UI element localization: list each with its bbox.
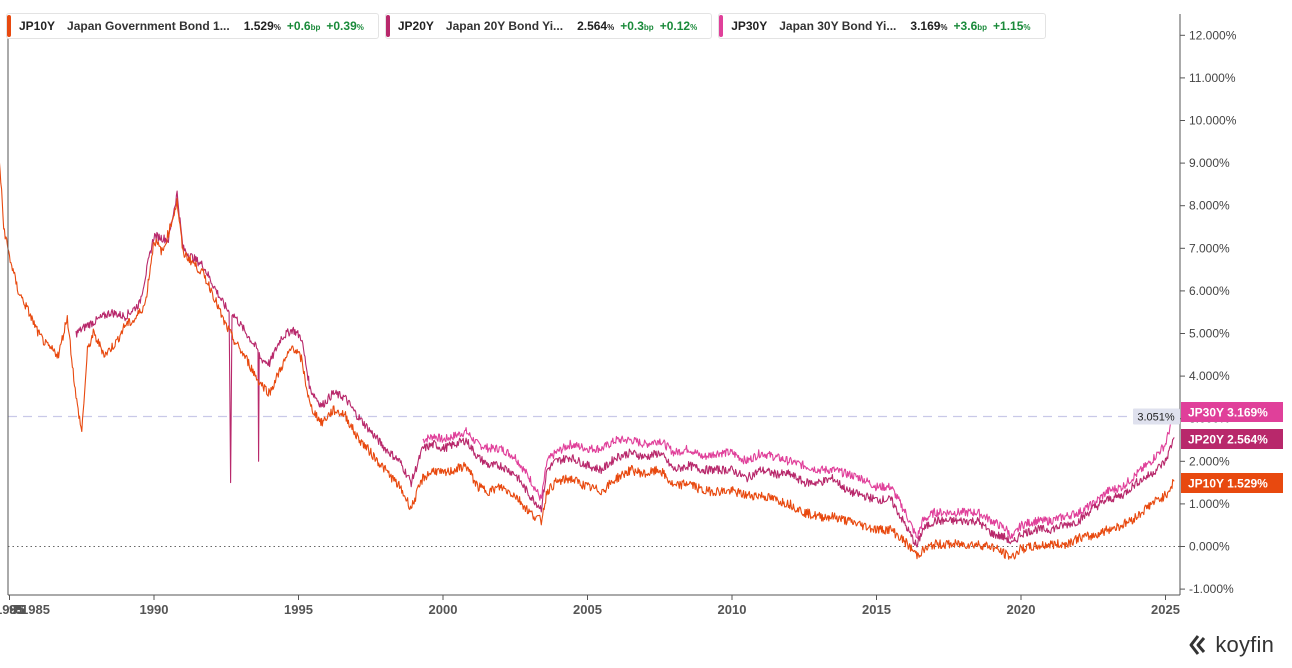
y-tick-label: 0.000%: [1189, 540, 1230, 554]
y-tick-label: 9.000%: [1189, 156, 1230, 170]
y-tick-label: 5.000%: [1189, 327, 1230, 341]
legend-ticker: JP10Y: [19, 19, 56, 33]
legend-item-jp10y[interactable]: JP10Y Japan Government Bond 1... 1.529% …: [6, 13, 379, 39]
brand-wordmark: koyfin: [1215, 632, 1274, 657]
legend-last-value: 3.169%: [910, 19, 948, 33]
series-line-jp20y: [75, 190, 1175, 548]
y-tick-label: 8.000%: [1189, 199, 1230, 213]
x-tick-label: 2015: [862, 602, 891, 617]
last-value-tag-text: JP20Y 2.564%: [1188, 433, 1268, 447]
axes: -1.000%0.000%1.000%2.000%3.000%4.000%5.0…: [0, 14, 1237, 617]
legend: JP10Y Japan Government Bond 1... 1.529% …: [6, 13, 1046, 39]
x-tick-label: 2020: [1007, 602, 1036, 617]
legend-change-pct: +1.15%: [993, 19, 1031, 33]
legend-ticker: JP20Y: [397, 19, 434, 33]
legend-last-value: 2.564%: [577, 19, 615, 33]
x-tick-label-overlap: 7: [12, 602, 19, 617]
crosshair-value-label: 3.051%: [1137, 412, 1175, 424]
legend-change-bp: +3.6bp: [953, 19, 988, 33]
plot-area: [0, 162, 1180, 560]
x-tick-label: 2025: [1151, 602, 1180, 617]
legend-change-pct: +0.12%: [659, 19, 698, 33]
y-tick-label: 12.000%: [1189, 28, 1237, 42]
y-tick-label: 11.000%: [1189, 71, 1236, 85]
y-tick-label: 7.000%: [1189, 241, 1230, 255]
legend-series-name: Japan Government Bond 1...: [67, 19, 230, 33]
y-tick-label: 1.000%: [1189, 497, 1230, 511]
x-tick-label: 1995: [284, 602, 313, 617]
price-labels: 3.051% JP30Y 3.169% JP20Y 2.564% JP10Y 1.52…: [1133, 402, 1283, 493]
x-tick-label: 2000: [429, 602, 458, 617]
x-tick-label: 2005: [573, 602, 602, 617]
x-tick-label-overlap: 1985: [21, 602, 50, 617]
x-tick-label: 2010: [718, 602, 747, 617]
last-value-tag-jp10y: [1181, 473, 1283, 493]
x-tick-label-overlap: 9: [9, 602, 16, 617]
y-tick-label: 4.000%: [1189, 369, 1230, 383]
x-tick-label: 1990: [140, 602, 169, 617]
y-tick-label: 10.000%: [1189, 114, 1237, 128]
last-value-tag-text: JP30Y 3.169%: [1188, 406, 1268, 420]
x-tick-label-overlap: 8: [15, 602, 22, 617]
last-value-tag-jp20y: [1181, 429, 1283, 449]
legend-swatch-jp20y: [385, 15, 390, 37]
last-value-tag-text: JP10Y 1.529%: [1188, 477, 1268, 491]
series-line-jp10y: [0, 162, 1175, 560]
legend-ticker: JP30Y: [731, 19, 768, 33]
y-tick-label: 6.000%: [1189, 284, 1230, 298]
legend-swatch-jp30y: [719, 15, 724, 37]
legend-item-jp30y[interactable]: JP30Y Japan 30Y Bond Yi... 3.169% +3.6bp…: [718, 13, 1046, 39]
koyfin-mark-icon: [1189, 635, 1206, 655]
x-tick-label-overlap: 5: [18, 602, 25, 617]
x-tick-label: 1985: [0, 602, 24, 617]
legend-change-bp: +0.3bp: [620, 19, 654, 33]
legend-series-name: Japan 20Y Bond Yi...: [445, 19, 564, 33]
series-line-jp30y: [422, 411, 1175, 540]
crosshair-value-box: [1133, 408, 1180, 425]
last-value-tag-jp30y: [1181, 402, 1283, 422]
y-tick-label: -1.000%: [1189, 582, 1234, 596]
y-tick-label: 2.000%: [1189, 454, 1230, 468]
legend-change-pct: +0.39%: [326, 19, 364, 33]
koyfin-logo: koyfin: [1189, 632, 1274, 658]
legend-change-bp: +0.6bp: [286, 19, 321, 33]
legend-last-value: 1.529%: [243, 19, 281, 33]
legend-item-jp20y[interactable]: JP20Y Japan 20Y Bond Yi... 2.564% +0.3bp…: [384, 13, 713, 39]
legend-swatch-jp10y: [7, 15, 11, 37]
legend-series-name: Japan 30Y Bond Yi...: [779, 19, 897, 33]
